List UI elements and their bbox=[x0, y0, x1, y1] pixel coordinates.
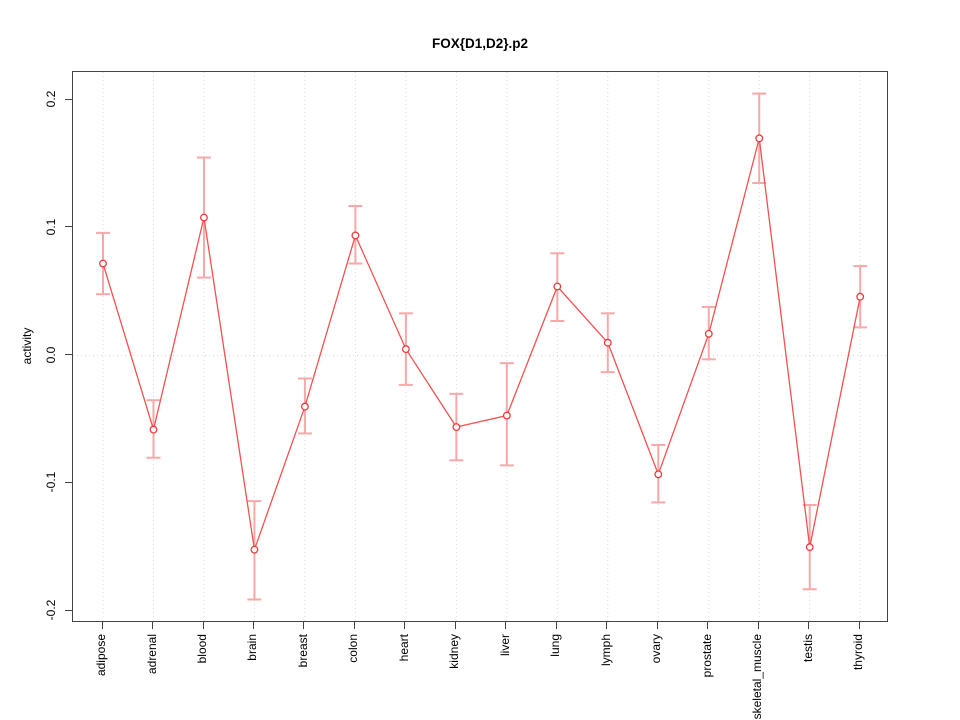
y-axis-label: activity bbox=[20, 327, 34, 365]
x-tick-label: adipose bbox=[94, 634, 108, 677]
data-point bbox=[856, 292, 865, 301]
data-point bbox=[250, 545, 259, 554]
y-tick-label: 0.2 bbox=[44, 90, 58, 108]
x-tick-label: lung bbox=[548, 634, 563, 657]
x-tick bbox=[505, 622, 507, 629]
x-tick bbox=[656, 622, 658, 629]
data-point bbox=[401, 345, 410, 354]
y-tick bbox=[65, 481, 72, 483]
x-tick-label: blood bbox=[195, 634, 209, 664]
x-tick bbox=[606, 622, 608, 629]
x-tick-label: kidney bbox=[447, 634, 462, 669]
y-tick-label: 0.1 bbox=[44, 218, 58, 236]
x-tick-label: skeletal_muscle bbox=[750, 634, 765, 720]
x-tick-label: liver bbox=[497, 634, 512, 657]
x-tick bbox=[101, 622, 103, 629]
x-tick bbox=[707, 622, 709, 629]
series-line bbox=[102, 138, 861, 550]
x-tick-label: breast bbox=[295, 634, 310, 668]
y-tick bbox=[65, 98, 72, 100]
data-point bbox=[149, 425, 158, 434]
plot-svg bbox=[73, 72, 887, 621]
x-tick bbox=[202, 622, 204, 629]
x-tick bbox=[252, 622, 254, 629]
data-point bbox=[300, 402, 309, 411]
data-point bbox=[452, 423, 461, 431]
x-tick-label: adrenal bbox=[144, 634, 159, 675]
data-point bbox=[805, 543, 814, 552]
data-point bbox=[200, 213, 208, 222]
data-point bbox=[553, 282, 562, 291]
x-tick-label: testis bbox=[800, 634, 815, 663]
y-tick bbox=[65, 609, 72, 611]
x-tick-label: prostate bbox=[699, 634, 714, 678]
plot-area bbox=[72, 71, 888, 622]
x-tick bbox=[454, 622, 456, 629]
y-tick bbox=[65, 226, 72, 228]
data-point bbox=[351, 231, 360, 240]
x-tick-label: ovary bbox=[649, 634, 664, 664]
x-tick bbox=[404, 622, 406, 629]
y-tick-label: -0.2 bbox=[44, 599, 58, 621]
x-tick bbox=[353, 622, 355, 629]
x-tick-label: heart bbox=[396, 634, 411, 662]
data-point bbox=[502, 411, 511, 420]
x-tick bbox=[757, 622, 759, 629]
chart-title: FOX{D1,D2}.p2 bbox=[431, 36, 529, 51]
x-tick bbox=[303, 622, 305, 629]
x-tick bbox=[858, 622, 860, 629]
x-tick bbox=[152, 622, 153, 629]
y-tick bbox=[65, 354, 72, 355]
x-tick-label: colon bbox=[346, 634, 361, 663]
x-tick-label: lymph bbox=[598, 634, 613, 667]
y-tick-label: -0.1 bbox=[44, 471, 58, 493]
x-tick-label: brain bbox=[245, 634, 260, 661]
data-point bbox=[603, 338, 612, 347]
x-tick bbox=[808, 622, 810, 629]
x-tick-label: thyroid bbox=[851, 634, 866, 671]
data-point bbox=[654, 470, 663, 479]
data-point bbox=[755, 134, 764, 143]
data-point bbox=[704, 329, 713, 338]
data-point bbox=[99, 259, 107, 268]
y-tick-label: 0.0 bbox=[44, 346, 58, 363]
x-tick bbox=[555, 622, 557, 629]
